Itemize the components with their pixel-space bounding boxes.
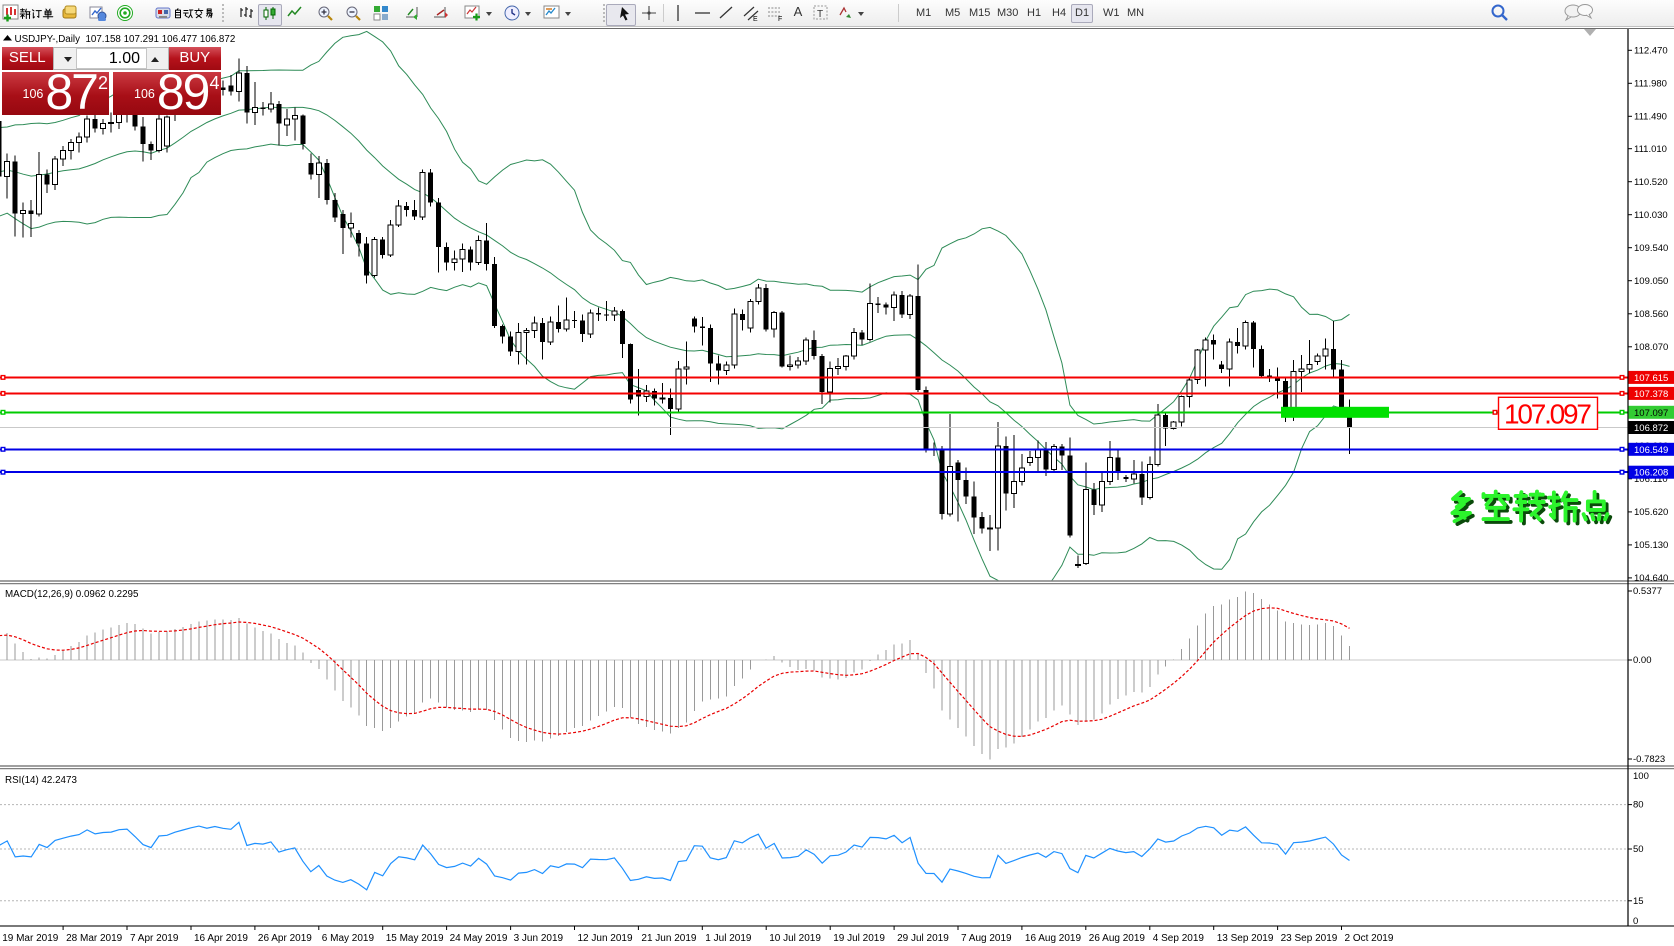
svg-text:7 Aug 2019: 7 Aug 2019 <box>961 933 1012 944</box>
svg-text:26 Apr 2019: 26 Apr 2019 <box>258 933 312 944</box>
svg-text:1 Jul 2019: 1 Jul 2019 <box>705 933 752 944</box>
svg-text:109.540: 109.540 <box>1634 243 1668 254</box>
svg-text:112.470: 112.470 <box>1634 46 1668 57</box>
svg-text:MACD(12,26,9) 0.0962 0.2295: MACD(12,26,9) 0.0962 0.2295 <box>5 589 139 600</box>
svg-text:107.097: 107.097 <box>1504 399 1592 430</box>
svg-text:29 Jul 2019: 29 Jul 2019 <box>897 933 949 944</box>
svg-text:109.050: 109.050 <box>1634 276 1668 287</box>
svg-text:111.010: 111.010 <box>1634 144 1667 155</box>
svg-text:105.620: 105.620 <box>1634 507 1668 518</box>
svg-text:12 Jun 2019: 12 Jun 2019 <box>578 933 633 944</box>
svg-text:108.070: 108.070 <box>1634 342 1668 353</box>
svg-text:0: 0 <box>1633 916 1638 927</box>
svg-text:21 Jun 2019: 21 Jun 2019 <box>641 933 696 944</box>
svg-text:16 Aug 2019: 16 Aug 2019 <box>1025 933 1082 944</box>
svg-text:50: 50 <box>1633 844 1644 855</box>
svg-text:3 Jun 2019: 3 Jun 2019 <box>514 933 564 944</box>
svg-text:0.00: 0.00 <box>1633 655 1652 666</box>
svg-text:111.980: 111.980 <box>1634 79 1667 90</box>
svg-text:107.378: 107.378 <box>1634 389 1668 400</box>
svg-text:23 Sep 2019: 23 Sep 2019 <box>1281 933 1338 944</box>
svg-text:110.520: 110.520 <box>1634 177 1668 188</box>
svg-text:80: 80 <box>1633 800 1644 811</box>
svg-text:USDJPY-,Daily 107.158 107.291: USDJPY-,Daily 107.158 107.291 106.477 10… <box>15 34 236 45</box>
svg-text:6 May 2019: 6 May 2019 <box>322 933 375 944</box>
svg-text:4 Sep 2019: 4 Sep 2019 <box>1153 933 1205 944</box>
svg-text:F: F <box>778 16 782 22</box>
svg-text:106.549: 106.549 <box>1634 445 1668 456</box>
svg-text:19 Mar 2019: 19 Mar 2019 <box>2 933 59 944</box>
svg-text:T: T <box>817 9 823 20</box>
svg-text:110.030: 110.030 <box>1634 210 1668 221</box>
svg-text:10 Jul 2019: 10 Jul 2019 <box>769 933 821 944</box>
svg-text:0.5377: 0.5377 <box>1633 586 1662 597</box>
svg-text:24 May 2019: 24 May 2019 <box>450 933 508 944</box>
svg-text:15 May 2019: 15 May 2019 <box>386 933 444 944</box>
svg-text:106.110: 106.110 <box>1634 474 1668 485</box>
svg-text:15: 15 <box>1633 896 1644 907</box>
svg-text:107.615: 107.615 <box>1634 373 1668 384</box>
svg-text:28 Mar 2019: 28 Mar 2019 <box>66 933 123 944</box>
svg-text:RSI(14) 42.2473: RSI(14) 42.2473 <box>5 775 77 786</box>
svg-text:104.640: 104.640 <box>1634 573 1668 584</box>
svg-text:105.130: 105.130 <box>1634 540 1668 551</box>
svg-text:19 Jul 2019: 19 Jul 2019 <box>833 933 885 944</box>
svg-text:106.208: 106.208 <box>1634 468 1668 479</box>
svg-text:16 Apr 2019: 16 Apr 2019 <box>194 933 248 944</box>
svg-text:26 Aug 2019: 26 Aug 2019 <box>1089 933 1146 944</box>
svg-text:106.872: 106.872 <box>1634 423 1668 434</box>
svg-text:13 Sep 2019: 13 Sep 2019 <box>1217 933 1274 944</box>
svg-text:E: E <box>753 16 758 22</box>
svg-text:100: 100 <box>1633 771 1649 782</box>
svg-text:2 Oct 2019: 2 Oct 2019 <box>1345 933 1394 944</box>
svg-text:111.490: 111.490 <box>1634 112 1667 123</box>
svg-text:107.097: 107.097 <box>1634 408 1668 419</box>
svg-text:108.560: 108.560 <box>1634 309 1668 320</box>
svg-text:-0.7823: -0.7823 <box>1633 754 1665 765</box>
svg-text:7 Apr 2019: 7 Apr 2019 <box>130 933 179 944</box>
